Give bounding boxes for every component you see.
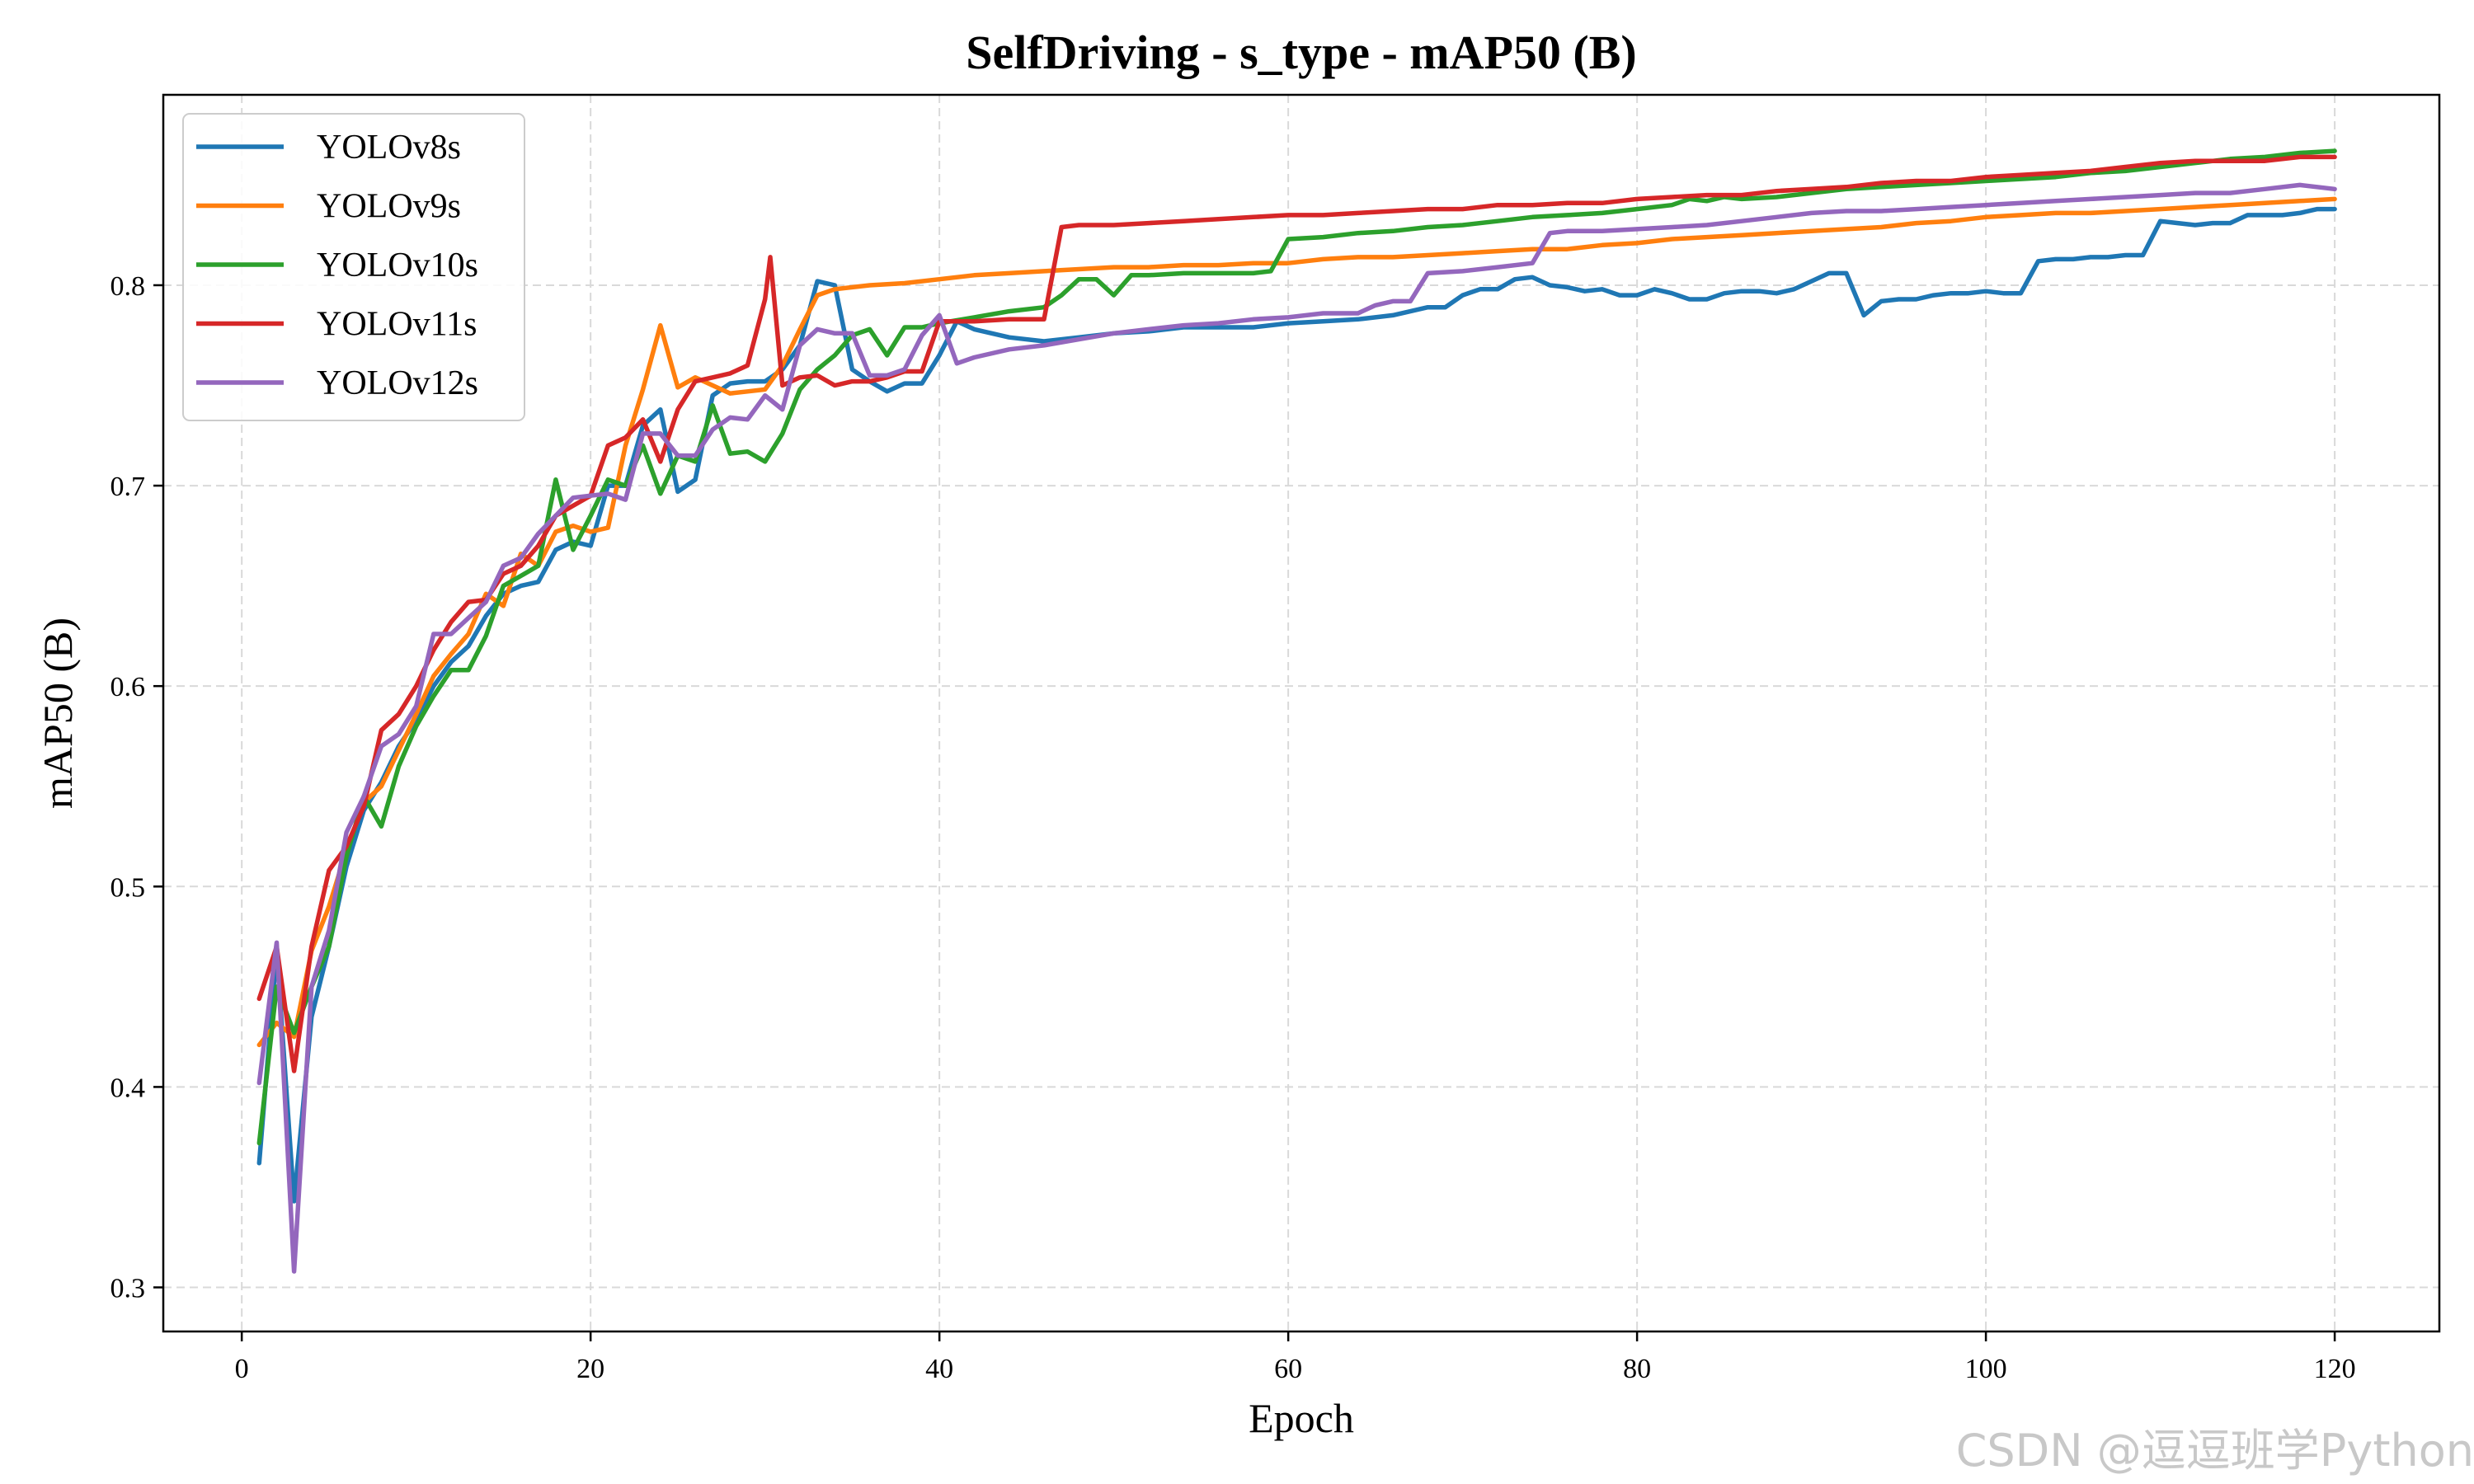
x-tick-label: 100 bbox=[1965, 1354, 2007, 1384]
legend-label: YOLOv12s bbox=[317, 364, 478, 402]
y-tick-label: 0.8 bbox=[111, 271, 146, 302]
series-line-yolov10s bbox=[256, 148, 2337, 1146]
x-tick-label: 80 bbox=[1623, 1354, 1651, 1384]
grid bbox=[163, 95, 2439, 1331]
legend-label: YOLOv11s bbox=[317, 306, 477, 344]
chart-title: SelfDriving - s_type - mAP50 (B) bbox=[966, 26, 1637, 79]
series-line-yolov11s bbox=[256, 154, 2337, 1073]
x-tick-label: 40 bbox=[925, 1354, 953, 1384]
legend-label: YOLOv8s bbox=[317, 129, 461, 167]
watermark: CSDN @逗逗班学Python bbox=[1955, 1425, 2474, 1477]
y-tick-label: 0.6 bbox=[111, 672, 146, 702]
series-line-yolov12s bbox=[256, 182, 2337, 1274]
y-tick-label: 0.7 bbox=[111, 472, 146, 502]
y-axis-ticks: 0.3 0.4 0.5 0.6 0.7 0.8 bbox=[111, 271, 163, 1304]
series-lines bbox=[256, 148, 2337, 1274]
x-tick-label: 60 bbox=[1274, 1354, 1302, 1384]
series-line-yolov8s bbox=[256, 206, 2337, 1204]
x-axis-label: Epoch bbox=[1249, 1395, 1354, 1441]
y-tick-label: 0.5 bbox=[111, 872, 146, 903]
legend-box bbox=[182, 113, 525, 421]
y-axis-label: mAP50 (B) bbox=[35, 618, 81, 809]
x-tick-label: 20 bbox=[576, 1354, 604, 1384]
y-tick-label: 0.3 bbox=[111, 1274, 146, 1304]
legend-label: YOLOv9s bbox=[317, 188, 461, 226]
x-tick-label: 0 bbox=[235, 1354, 249, 1384]
legend-label: YOLOv10s bbox=[317, 247, 478, 284]
series-line-yolov9s bbox=[256, 196, 2337, 1048]
x-axis-ticks: 0 20 40 60 80 100 120 bbox=[235, 1331, 2356, 1384]
legend: YOLOv8s YOLOv9s YOLOv10s YOLOv11s YOLOv12s bbox=[182, 113, 525, 421]
y-tick-label: 0.4 bbox=[111, 1073, 146, 1103]
plot-frame bbox=[162, 93, 2441, 1333]
x-tick-label: 120 bbox=[2314, 1354, 2356, 1384]
